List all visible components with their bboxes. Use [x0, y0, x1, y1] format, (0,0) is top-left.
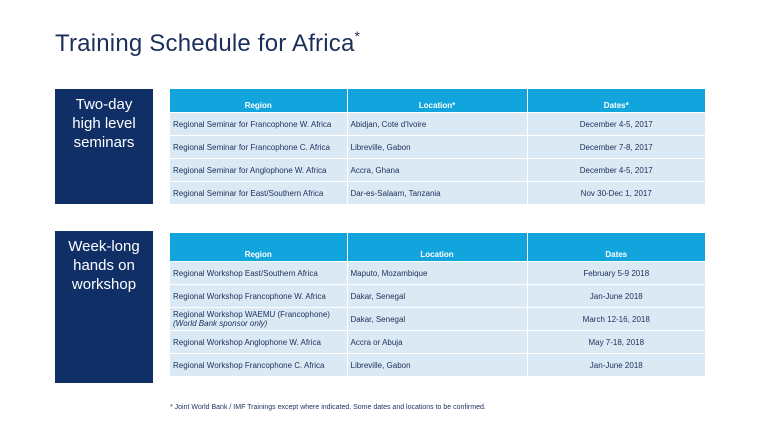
- footnote: * Joint World Bank / IMF Trainings excep…: [170, 404, 486, 411]
- location-cell: Maputo, Mozambique: [347, 261, 528, 285]
- dates-cell: December 4-5, 2017: [527, 158, 705, 182]
- region-cell: Regional Seminar for Francophone W. Afri…: [170, 112, 348, 136]
- workshops-label-line: workshop: [71, 276, 137, 293]
- location-cell: Accra, Ghana: [347, 158, 528, 182]
- region-cell: Regional Seminar for Anglophone W. Afric…: [170, 158, 348, 182]
- region-cell: Regional Seminar for East/Southern Afric…: [170, 181, 348, 204]
- location-cell: Dar-es-Salaam, Tanzania: [347, 181, 528, 204]
- region-cell: Regional Workshop East/Southern Africa: [170, 261, 348, 285]
- table-row: Regional Seminar for Anglophone W. Afric…: [170, 158, 705, 182]
- seminars-table: Region Location* Dates* Regional Seminar…: [170, 89, 705, 204]
- seminars-label-line: seminars: [73, 134, 135, 151]
- workshops-label-line: hands on: [73, 257, 135, 274]
- table-row: Regional Workshop Anglophone W. Africa A…: [170, 330, 705, 354]
- location-cell: Dakar, Senegal: [347, 284, 528, 308]
- location-cell: Abidjan, Cote d'Ivoire: [347, 112, 528, 136]
- region-cell: Regional Seminar for Francophone C. Afri…: [170, 135, 348, 159]
- column-header-dates: Dates: [527, 233, 705, 262]
- table-row: Regional Workshop Francophone C. Africa …: [170, 353, 705, 376]
- column-header-region: Region: [170, 233, 348, 262]
- page-title: Training Schedule for Africa*: [55, 28, 361, 58]
- region-cell: Regional Workshop Anglophone W. Africa: [170, 330, 348, 354]
- title-asterisk: *: [354, 28, 361, 44]
- location-cell: Libreville, Gabon: [347, 135, 528, 159]
- column-header-location: Location: [347, 233, 528, 262]
- dates-cell: Jan-June 2018: [527, 353, 705, 376]
- dates-cell: May 7-18, 2018: [527, 330, 705, 354]
- table-header-row: Region Location Dates: [170, 233, 705, 262]
- dates-cell: Nov 30-Dec 1, 2017: [527, 181, 705, 204]
- seminars-label-line: high level: [72, 115, 136, 132]
- sponsor-note: (World Bank sponsor only): [173, 319, 268, 328]
- location-cell: Libreville, Gabon: [347, 353, 528, 376]
- column-header-dates: Dates*: [527, 89, 705, 113]
- table-row: Regional Seminar for Francophone C. Afri…: [170, 135, 705, 159]
- page-title-text: Training Schedule for Africa: [55, 30, 355, 57]
- table-header-row: Region Location* Dates*: [170, 89, 705, 113]
- region-cell: Regional Workshop Francophone C. Africa: [170, 353, 348, 376]
- table-row: Regional Seminar for East/Southern Afric…: [170, 181, 705, 204]
- table-row: Regional Workshop WAEMU (Francophone) (W…: [170, 307, 705, 331]
- workshops-table: Region Location Dates Regional Workshop …: [170, 233, 705, 376]
- dates-cell: February 5-9 2018: [527, 261, 705, 285]
- table-row: Regional Workshop Francophone W. Africa …: [170, 284, 705, 308]
- workshops-side-label: Week-long hands on workshop: [55, 231, 153, 383]
- dates-cell: December 4-5, 2017: [527, 112, 705, 136]
- column-header-region: Region: [170, 89, 348, 113]
- region-cell: Regional Workshop WAEMU (Francophone) (W…: [170, 307, 348, 331]
- dates-cell: Jan-June 2018: [527, 284, 705, 308]
- seminars-side-label: Two-day high level seminars: [55, 89, 153, 204]
- location-cell: Accra or Abuja: [347, 330, 528, 354]
- region-text: Regional Workshop WAEMU (Francophone): [173, 310, 330, 319]
- dates-cell: March 12-16, 2018: [527, 307, 705, 331]
- table-row: Regional Seminar for Francophone W. Afri…: [170, 112, 705, 136]
- location-cell: Dakar, Senegal: [347, 307, 528, 331]
- workshops-label-line: Week-long: [68, 238, 140, 255]
- column-header-location: Location*: [347, 89, 528, 113]
- seminars-label-line: Two-day: [75, 96, 133, 113]
- region-cell: Regional Workshop Francophone W. Africa: [170, 284, 348, 308]
- table-row: Regional Workshop East/Southern Africa M…: [170, 261, 705, 285]
- dates-cell: December 7-8, 2017: [527, 135, 705, 159]
